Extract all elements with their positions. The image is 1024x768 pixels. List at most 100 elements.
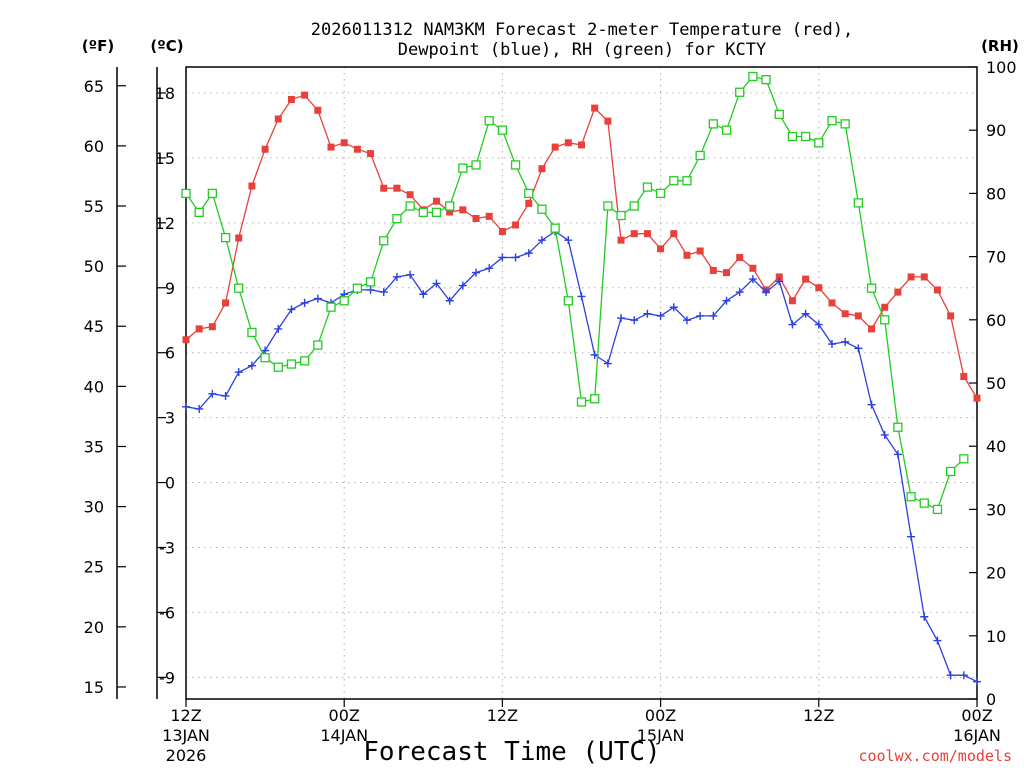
gridlines	[186, 67, 977, 699]
rh-point	[458, 163, 468, 173]
rh-point	[445, 201, 455, 211]
temperature-point	[920, 273, 928, 281]
dewpoint-point	[801, 309, 810, 318]
temperature-point	[446, 208, 454, 216]
temperature-point	[630, 230, 638, 238]
dewpoint-point	[234, 368, 243, 377]
temperature-point	[340, 139, 348, 147]
temperature-point	[248, 182, 256, 190]
rh-point	[708, 119, 718, 129]
rh-point	[959, 454, 969, 464]
rh-point	[603, 201, 613, 211]
dewpoint-point	[788, 320, 797, 329]
time-tick-date: 14JAN	[320, 726, 368, 745]
rh-point	[247, 327, 257, 338]
dewpoint-point	[630, 316, 639, 325]
temperature-series	[182, 91, 981, 402]
temperature-point	[406, 191, 414, 199]
rh-point	[590, 394, 600, 404]
fahrenheit-tick-label: 20	[84, 618, 104, 637]
rh-point	[418, 207, 428, 218]
dewpoint-point	[366, 285, 375, 294]
time-tick-label: 00Z	[961, 706, 992, 725]
rh-point	[932, 504, 943, 515]
temperature-point	[512, 221, 520, 229]
rh-tick-label: 90	[986, 121, 1006, 140]
temperature-point	[736, 253, 744, 261]
fahrenheit-axis: 65 60 55 50 45 40 35 30 25 20 15	[84, 77, 126, 697]
temperature-point	[301, 91, 309, 99]
dewpoint-point	[933, 636, 942, 645]
dewpoint-point	[445, 296, 454, 305]
rh-point	[497, 125, 508, 135]
dewpoint-point	[854, 344, 863, 353]
temperature-point	[670, 230, 678, 238]
temperature-point	[881, 303, 889, 311]
rh-tick-label: 50	[986, 374, 1006, 393]
dewpoint-point	[735, 288, 744, 297]
temperature-point	[947, 312, 955, 320]
rh-tick-label: 80	[986, 184, 1006, 203]
celsius-tick-label: -3	[159, 538, 175, 557]
rh-point	[524, 188, 534, 199]
temperature-point	[696, 247, 704, 255]
celsius-tick-label: 15	[155, 149, 175, 168]
rh-point	[431, 207, 442, 218]
rh-point	[484, 116, 494, 126]
temperature-point	[828, 299, 836, 307]
rh-point	[563, 296, 573, 306]
celsius-tick-label: -9	[159, 668, 175, 687]
celsius-tick-label: 0	[165, 474, 175, 493]
rh-point	[827, 116, 837, 126]
rh-point	[352, 283, 363, 293]
rh-point	[669, 176, 679, 186]
temperature-point	[472, 215, 480, 223]
temperature-point	[274, 115, 282, 123]
rh-point	[853, 198, 863, 208]
celsius-tick-label: 18	[155, 84, 175, 103]
rh-point	[814, 138, 824, 148]
celsius-tick-label: 3	[165, 409, 175, 428]
fahrenheit-tick-label: 50	[84, 257, 104, 276]
rh-tick-label: 70	[986, 248, 1006, 267]
dewpoint-point	[920, 612, 929, 621]
temperature-point	[643, 230, 651, 238]
temperature-point	[222, 299, 230, 307]
temperature-point	[327, 143, 335, 151]
rh-point	[761, 74, 771, 85]
rh-point	[550, 223, 560, 233]
fahrenheit-tick-label: 35	[84, 437, 104, 456]
dewpoint-point	[472, 268, 481, 277]
rh-point	[365, 277, 376, 287]
temperature-point	[894, 288, 902, 296]
temperature-point	[459, 206, 467, 214]
fahrenheit-tick-label: 65	[84, 77, 104, 96]
chart-title-line1: 2026011312 NAM3KM Forecast 2-meter Tempe…	[311, 20, 853, 40]
temperature-point	[868, 325, 876, 333]
dewpoint-point	[775, 277, 784, 286]
dewpoint-point	[907, 532, 916, 541]
temperature-point	[657, 245, 665, 253]
rh-tick-label: 0	[986, 690, 996, 709]
temperature-point	[525, 199, 533, 207]
dewpoint-point	[419, 290, 428, 299]
celsius-tick-label: 9	[165, 279, 175, 298]
rh-point	[893, 422, 903, 432]
dewpoint-point	[748, 275, 757, 284]
temperature-point	[709, 266, 717, 274]
rh-point	[576, 397, 587, 407]
time-tick-label: 12Z	[487, 706, 518, 725]
fahrenheit-tick-label: 60	[84, 137, 104, 156]
dewpoint-point	[247, 361, 256, 370]
fahrenheit-tick-label: 25	[84, 558, 104, 577]
rh-tick-label: 60	[986, 311, 1006, 330]
series-layer	[181, 71, 981, 686]
dewpoint-point	[827, 340, 836, 349]
dewpoint-point	[946, 671, 955, 680]
dewpoint-point	[379, 288, 388, 297]
dewpoint-point	[722, 296, 731, 305]
celsius-tick-label: 12	[155, 214, 175, 233]
rh-point	[392, 214, 402, 224]
dewpoint-point	[458, 281, 467, 290]
